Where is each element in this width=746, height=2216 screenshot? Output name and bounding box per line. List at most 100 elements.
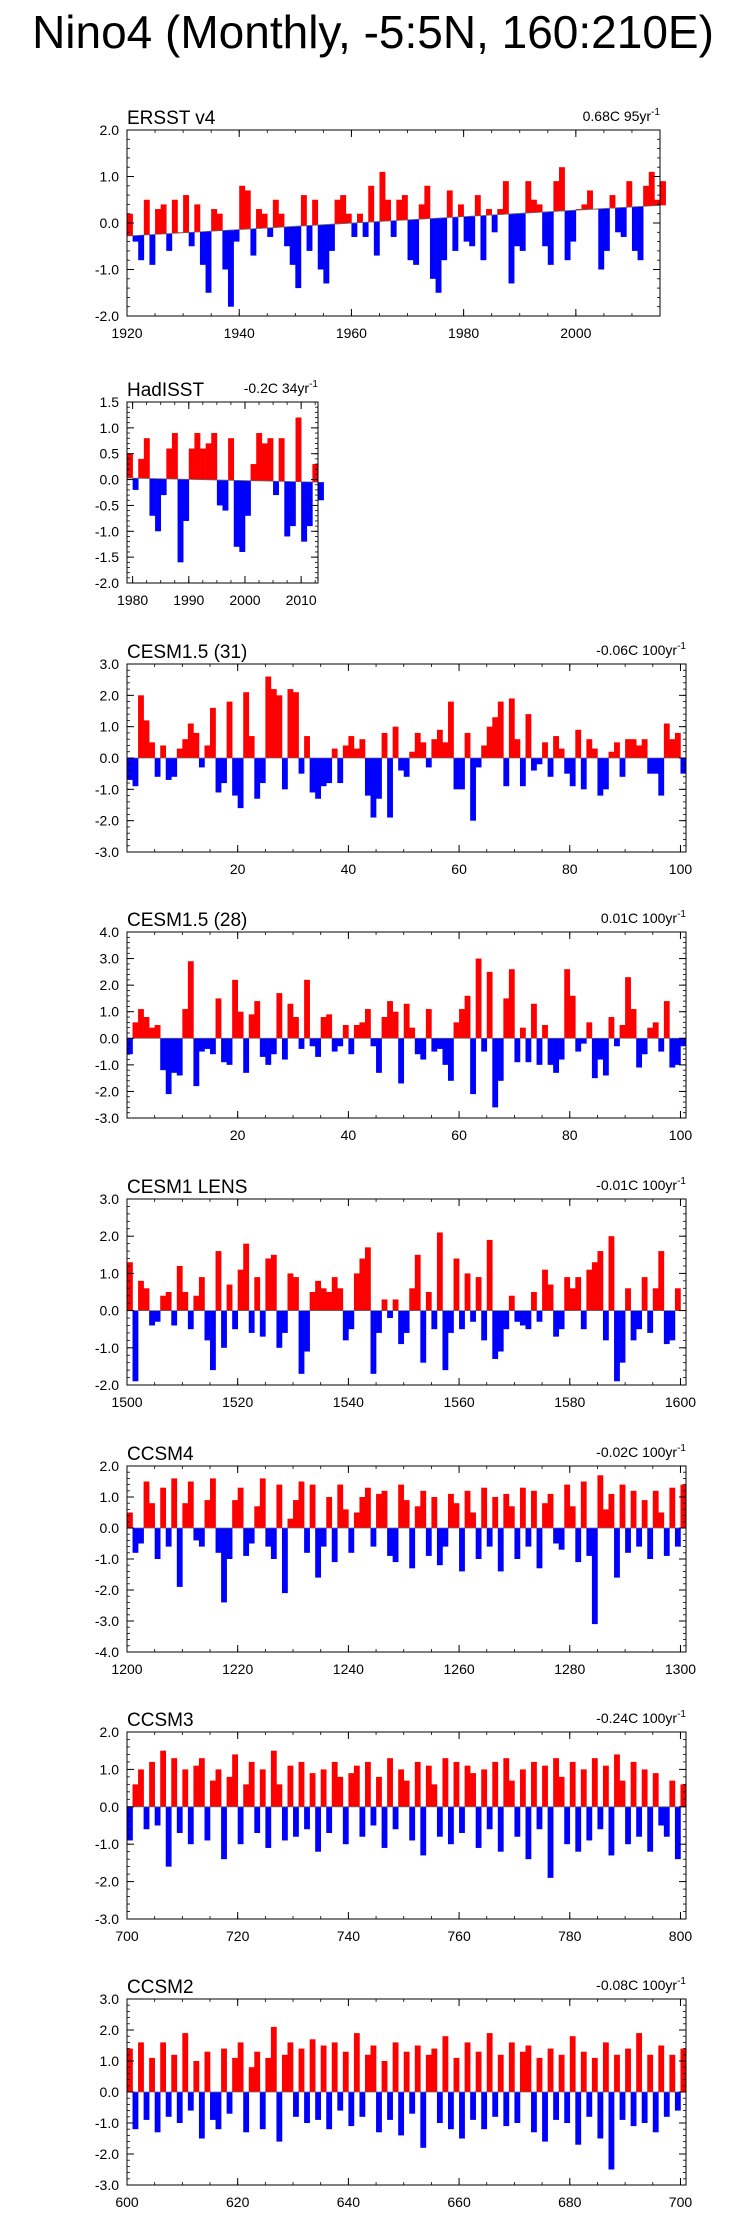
data-bar <box>293 1017 299 1039</box>
y-tick-label: -3.0 <box>95 1613 119 1629</box>
data-bar <box>459 758 465 790</box>
data-bar <box>149 234 156 265</box>
data-bar <box>564 2092 571 2123</box>
data-bar <box>414 732 421 758</box>
data-bar <box>619 2092 626 2120</box>
y-tick-label: 2.0 <box>100 1458 120 1474</box>
x-tick-label: 100 <box>669 1127 693 1143</box>
data-bar <box>514 1038 521 1063</box>
data-bar <box>475 1806 482 1848</box>
data-bar <box>492 2092 499 2117</box>
data-bar <box>626 181 633 208</box>
y-tick-label: -2.0 <box>95 308 119 324</box>
data-bar <box>165 1528 172 1547</box>
data-bar <box>348 1528 355 1553</box>
data-bar <box>304 2092 310 2123</box>
data-bar <box>547 1806 554 1878</box>
data-bar <box>547 1284 554 1311</box>
data-bar <box>340 195 347 224</box>
data-bar <box>237 1806 244 1845</box>
data-bar <box>392 2042 399 2092</box>
data-bar <box>138 235 145 261</box>
y-tick-label: 0.0 <box>100 750 120 766</box>
data-bar <box>160 1487 167 1528</box>
data-bar <box>281 758 288 790</box>
data-bar <box>326 758 333 784</box>
data-bar <box>381 1806 388 1848</box>
data-bar <box>636 1038 643 1068</box>
data-bar <box>660 181 666 206</box>
data-bar <box>259 1310 266 1337</box>
data-bar <box>261 213 268 229</box>
data-bar <box>508 1506 515 1528</box>
data-bar <box>171 1758 178 1807</box>
y-tick-label: 0.0 <box>100 1799 120 1815</box>
data-bar <box>298 1761 305 1807</box>
data-bar <box>254 2051 261 2092</box>
data-bar <box>337 1776 344 1807</box>
data-bar <box>425 2054 432 2092</box>
y-tick-label: -3.0 <box>95 844 119 860</box>
data-bar <box>176 1265 183 1311</box>
data-bar <box>425 1292 432 1311</box>
data-bar <box>132 1528 139 1553</box>
y-tick-label: 0.5 <box>100 446 120 462</box>
data-bar <box>630 2092 637 2127</box>
data-bar <box>453 1022 460 1039</box>
data-bar <box>160 2042 167 2092</box>
data-bar <box>658 1806 665 1826</box>
y-tick-label: 4.0 <box>100 924 120 940</box>
data-bar <box>149 1027 155 1039</box>
data-bar <box>276 1784 283 1807</box>
y-tick-label: 2.0 <box>100 687 120 703</box>
data-bar <box>370 1806 377 1826</box>
data-bar <box>492 1038 499 1108</box>
data-bar <box>193 732 200 758</box>
data-bar <box>436 1528 443 1566</box>
data-bar <box>182 1769 189 1807</box>
data-bar <box>674 732 681 758</box>
data-bar <box>636 1806 643 1837</box>
data-bar <box>409 751 416 758</box>
data-bar <box>425 1009 432 1039</box>
data-bar <box>132 1310 139 1382</box>
data-bar <box>166 233 173 251</box>
data-bar <box>248 1310 255 1333</box>
data-bar <box>564 758 571 774</box>
data-bar <box>542 212 549 247</box>
x-tick-label: 720 <box>226 1928 250 1944</box>
data-bar <box>420 1310 427 1363</box>
data-bar <box>407 219 414 261</box>
data-bar <box>182 1503 189 1528</box>
data-bar <box>250 228 257 256</box>
data-bar <box>171 1038 178 1073</box>
data-bar <box>379 171 386 222</box>
data-bar <box>420 1490 427 1528</box>
panel-title: ERSST v4 <box>127 108 216 129</box>
data-bar <box>211 209 218 232</box>
data-bar <box>547 211 554 265</box>
data-bar <box>293 1806 299 1837</box>
data-bar <box>304 1528 310 1553</box>
y-tick-label: 0.0 <box>100 2084 120 2100</box>
data-bar <box>183 479 190 521</box>
data-bar <box>160 204 167 235</box>
data-bar <box>580 2051 587 2092</box>
data-bar <box>127 1512 133 1528</box>
data-bar <box>652 1022 659 1039</box>
data-bar <box>463 216 470 242</box>
data-bar <box>519 213 526 251</box>
data-bar <box>171 1310 178 1326</box>
data-bar <box>312 464 319 483</box>
data-bar <box>273 481 279 496</box>
data-bar <box>381 1017 388 1039</box>
data-bar <box>658 1038 665 1052</box>
data-bar <box>647 758 654 774</box>
data-bar <box>232 1754 238 1807</box>
trend-label: -0.2C 34yr-1 <box>244 379 319 396</box>
x-tick-label: 600 <box>115 2194 139 2210</box>
data-bar <box>464 995 471 1039</box>
data-bar <box>680 2048 687 2092</box>
data-bar <box>331 1277 338 1311</box>
plot-frame <box>126 1198 687 1386</box>
